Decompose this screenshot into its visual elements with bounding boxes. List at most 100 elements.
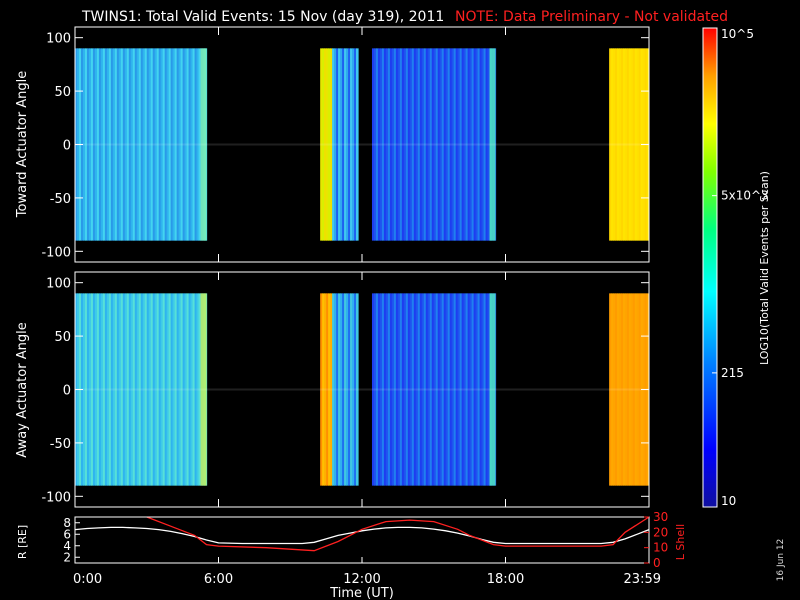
heatmap-cell (100, 293, 104, 486)
heatmap-cell (88, 48, 92, 241)
heatmap-cell (379, 293, 383, 486)
colorbar-tick-label: 10 (721, 494, 736, 508)
heatmap-cell (441, 48, 445, 241)
heatmap-cell (387, 293, 391, 486)
heatmap-cell (184, 293, 188, 486)
heatmap-cell (619, 48, 622, 241)
heatmap-cell (188, 48, 192, 241)
y-tick-label: 100 (46, 32, 71, 47)
heatmap-cell (622, 293, 626, 486)
heatmap-cell (328, 293, 331, 486)
heatmap-cell (425, 293, 429, 486)
y-left-tick-label: 4 (63, 539, 71, 553)
heatmap-cell (373, 48, 377, 241)
heatmap-cell (473, 293, 477, 486)
heatmap-cell (381, 48, 385, 241)
heatmap-cell (146, 48, 150, 241)
heatmap-cell (429, 48, 433, 241)
heatmap-cell (451, 48, 455, 241)
heatmap-cell (435, 48, 439, 241)
heatmap-cell (617, 48, 620, 241)
y-right-tick-label: 20 (653, 525, 668, 539)
heatmap-cell (344, 293, 347, 486)
heatmap-cell (352, 293, 355, 486)
heatmap-cell (485, 293, 489, 486)
heatmap-cell (350, 48, 353, 241)
heatmap-cell (487, 48, 491, 241)
heatmap-cell (170, 48, 174, 241)
heatmap-cell (423, 48, 427, 241)
date-stamp: 16 Jun 12 (776, 539, 786, 582)
heatmap-cell (356, 48, 359, 241)
heatmap-cell (104, 48, 108, 241)
heatmap-cell (405, 48, 409, 241)
heatmap-cell (417, 48, 421, 241)
heatmap-cell (198, 293, 202, 486)
heatmap-cell (455, 48, 459, 241)
heatmap-cell (391, 293, 395, 486)
heatmap-cell (419, 48, 423, 241)
heatmap-cell (407, 48, 411, 241)
heatmap-cell (172, 293, 176, 486)
heatmap-cell (415, 48, 419, 241)
heatmap-cell (326, 293, 329, 486)
heatmap-cell (487, 293, 491, 486)
heatmap-cell (425, 48, 429, 241)
heatmap-cell (423, 293, 427, 486)
heatmap-cell (463, 293, 467, 486)
heatmap-cell (371, 48, 375, 241)
heatmap-cell (609, 293, 612, 486)
heatmap-cell (413, 293, 417, 486)
heatmap-cell (102, 48, 106, 241)
heatmap-cell (375, 293, 379, 486)
heatmap-cell (138, 48, 142, 241)
heatmap-cell (330, 48, 333, 241)
heatmap-cell (475, 293, 479, 486)
x-tick-label: 12:00 (343, 572, 380, 587)
heatmap-cell (88, 293, 92, 486)
heatmap-cell (166, 293, 170, 486)
heatmap-cell (457, 48, 461, 241)
heatmap-cell (322, 293, 325, 486)
heatmap-cell (328, 48, 331, 241)
heatmap-cell (356, 293, 359, 486)
heatmap-cell (459, 293, 463, 486)
heatmap-cell (150, 48, 154, 241)
preliminary-note: NOTE: Data Preliminary - Not validated (455, 9, 728, 25)
heatmap-cell (114, 293, 118, 486)
heatmap-cell (126, 48, 130, 241)
heatmap-cell (447, 293, 451, 486)
heatmap-cell (160, 48, 164, 241)
heatmap-cell (172, 48, 176, 241)
x-axis-label: Time (UT) (329, 586, 394, 600)
heatmap-cell (609, 48, 612, 241)
heatmap-cell (628, 293, 632, 486)
heatmap-cell (397, 48, 401, 241)
heatmap-cell (194, 293, 198, 486)
heatmap-cell (611, 293, 614, 486)
heatmap-cell (342, 293, 345, 486)
heatmap-cell (118, 48, 122, 241)
heatmap-cell (453, 293, 457, 486)
y-left-tick-label: 8 (63, 516, 71, 530)
heatmap-cell (395, 293, 399, 486)
heatmap-cell (168, 48, 172, 241)
heatmap-cell (632, 48, 636, 241)
heatmap-cell (451, 293, 455, 486)
heatmap-cell (463, 48, 467, 241)
x-tick-label: 18:00 (487, 572, 524, 587)
heatmap-cell (110, 293, 114, 486)
heatmap-cell (421, 48, 425, 241)
heatmap-edge (200, 293, 207, 486)
heatmap-cell (152, 48, 156, 241)
heatmap-cell (429, 293, 433, 486)
heatmap-cell (389, 48, 393, 241)
heatmap-cell (82, 48, 86, 241)
heatmap-cell (481, 48, 485, 241)
heatmap-cell (196, 48, 200, 241)
heatmap-cell (409, 293, 413, 486)
heatmap-cell (138, 293, 142, 486)
heatmap-cell (397, 293, 401, 486)
heatmap-cell (348, 293, 351, 486)
